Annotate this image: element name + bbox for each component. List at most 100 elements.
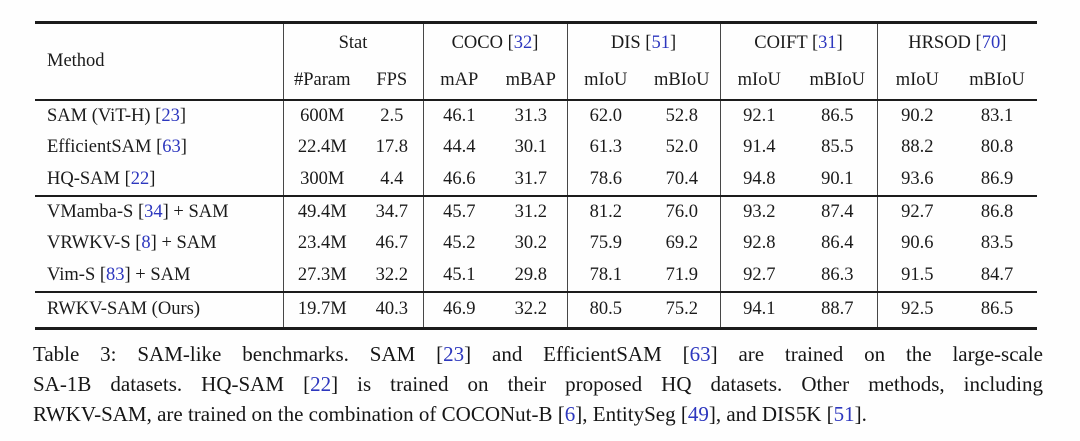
citation-link[interactable]: 31 bbox=[818, 32, 837, 53]
header-sub-row: #Param FPS mAP mBAP mIoU mBIoU mIoU mBIo… bbox=[35, 62, 1037, 100]
text-segment: COCO [ bbox=[451, 32, 514, 53]
text-segment: ] is trained on their proposed HQ datase… bbox=[331, 372, 1043, 396]
table-block-ours: RWKV-SAM (Ours) 19.7M 40.3 46.9 32.2 80.5 75.2… bbox=[35, 291, 1038, 329]
table-block-pretrained: SAM (ViT-H) [23] 600M 2.5 46.1 31.3 62.0 52.8 9… bbox=[35, 99, 1037, 196]
text-segment: HRSOD [ bbox=[908, 32, 982, 53]
value-cell: 94.8 bbox=[719, 163, 799, 196]
text-segment: ], EntitySeg [ bbox=[575, 402, 688, 426]
text-segment: SAM (ViT-H) [ bbox=[47, 105, 162, 126]
value-cell: 78.6 bbox=[566, 163, 645, 196]
text-segment: ] + SAM bbox=[124, 264, 191, 285]
value-cell: 94.1 bbox=[719, 291, 799, 329]
value-cell: 2.5 bbox=[380, 105, 404, 126]
value-cell: 22.4M bbox=[282, 131, 361, 164]
value-cell: 300M bbox=[282, 163, 361, 196]
text-segment: EfficientSAM [ bbox=[47, 137, 163, 157]
value-cell: 75.2 bbox=[665, 299, 698, 320]
value-cell: 86.4 bbox=[821, 233, 854, 253]
value-cell: 86.8 bbox=[980, 201, 1014, 222]
value-cell: 31.2 bbox=[514, 201, 547, 222]
value-cell: 78.1 bbox=[566, 259, 645, 292]
value-cell: 23.4M bbox=[282, 227, 361, 260]
value-cell: 90.6 bbox=[876, 227, 958, 260]
text-segment: ] bbox=[179, 105, 187, 126]
value-cell: 92.7 bbox=[719, 259, 799, 292]
table-row: Vim-S [83] + SAM 27.3M 32.2 45.1 29.8 78.1 71.… bbox=[35, 259, 1037, 292]
value-cell: 30.2 bbox=[514, 233, 547, 253]
citation-link[interactable]: 70 bbox=[981, 32, 1001, 53]
citation-link[interactable]: 22 bbox=[310, 372, 332, 396]
text-segment: ] bbox=[532, 32, 539, 53]
value-cell: 80.5 bbox=[566, 291, 645, 329]
text-segment: DIS [ bbox=[610, 32, 652, 53]
citation-link[interactable]: 8 bbox=[141, 233, 151, 253]
value-cell: 52.0 bbox=[665, 137, 698, 157]
text-segment: ]. bbox=[854, 402, 867, 426]
citation-link[interactable]: 63 bbox=[162, 137, 181, 157]
value-cell: 45.7 bbox=[422, 195, 495, 228]
table-row: VRWKV-S [8] + SAM 23.4M 46.7 45.2 30.2 75.9 69… bbox=[35, 227, 1037, 260]
citation-link[interactable]: 34 bbox=[144, 201, 163, 222]
citation-link[interactable]: 23 bbox=[161, 105, 180, 126]
value-cell: 46.7 bbox=[375, 233, 408, 253]
value-cell: 4.4 bbox=[380, 168, 404, 189]
caption-line-1: Table 3: SAM-like benchmarks. SAM [23] a… bbox=[33, 339, 1043, 369]
value-cell: 93.6 bbox=[876, 163, 958, 196]
citation-link[interactable]: 83 bbox=[106, 264, 125, 285]
column-header-miou-coift: mIoU bbox=[719, 62, 799, 100]
value-cell: 86.5 bbox=[980, 299, 1014, 320]
benchmark-table: Method Stat COCO [32] DIS [51] COIFT [31… bbox=[35, 21, 1038, 330]
citation-link[interactable]: 51 bbox=[833, 402, 855, 426]
value-cell: 92.7 bbox=[876, 195, 958, 228]
citation-link[interactable]: 51 bbox=[651, 32, 670, 53]
caption-line-3: RWKV-SAM, are trained on the combination… bbox=[33, 399, 1043, 429]
citation-link[interactable]: 6 bbox=[564, 402, 576, 426]
text-segment: ] + SAM bbox=[162, 201, 229, 222]
header-group-row: Method Stat COCO [32] DIS [51] COIFT [31… bbox=[35, 22, 1038, 71]
column-header-miou-dis: mIoU bbox=[566, 62, 645, 100]
value-cell: 86.3 bbox=[821, 264, 854, 285]
citation-link[interactable]: 23 bbox=[443, 342, 465, 366]
text-segment: HQ-SAM [ bbox=[47, 168, 131, 189]
citation-link[interactable]: 22 bbox=[130, 168, 150, 189]
table-row: EfficientSAM [63] 22.4M 17.8 44.4 30.1 61.3 52… bbox=[35, 131, 1037, 164]
value-cell: 30.1 bbox=[514, 137, 547, 157]
value-cell: 85.5 bbox=[821, 137, 854, 157]
text-segment: ] bbox=[669, 32, 677, 53]
table-header: Method Stat COCO [32] DIS [51] COIFT [31… bbox=[35, 22, 1038, 100]
text-segment: Stat bbox=[338, 32, 368, 53]
text-segment: ], and DIS5K [ bbox=[708, 402, 834, 426]
table-row: SAM (ViT-H) [23] 600M 2.5 46.1 31.3 62.0 52.8 9… bbox=[35, 99, 1037, 132]
value-cell: 92.8 bbox=[719, 227, 799, 260]
value-cell: 83.5 bbox=[980, 233, 1014, 253]
value-cell: 88.2 bbox=[876, 131, 958, 164]
column-header-method: Method bbox=[47, 50, 105, 71]
value-cell: 44.4 bbox=[422, 131, 495, 164]
method-cell: RWKV-SAM (Ours) bbox=[35, 292, 283, 329]
table-row: RWKV-SAM (Ours) 19.7M 40.3 46.9 32.2 80.5 75.2… bbox=[35, 291, 1037, 329]
citation-link[interactable]: 32 bbox=[513, 32, 533, 53]
column-group-hrsod: HRSOD [70] bbox=[876, 22, 1038, 63]
method-cell: HQ-SAM [22] bbox=[35, 164, 283, 196]
value-cell: 46.6 bbox=[422, 163, 495, 196]
column-group-stat: Stat bbox=[282, 22, 423, 63]
value-cell: 75.9 bbox=[566, 227, 645, 260]
value-cell: 49.4M bbox=[282, 195, 361, 228]
value-cell: 90.1 bbox=[821, 168, 854, 189]
value-cell: 90.2 bbox=[876, 99, 958, 132]
table-row: VMamba-S [34] + SAM 49.4M 34.7 45.7 31.2 81.2… bbox=[35, 195, 1037, 228]
text-segment: COIFT [ bbox=[754, 32, 819, 53]
citation-link[interactable]: 49 bbox=[687, 402, 709, 426]
value-cell: 31.3 bbox=[514, 105, 547, 126]
method-cell: EfficientSAM [63] bbox=[35, 132, 283, 164]
value-cell: 52.8 bbox=[665, 105, 698, 126]
column-header-mbiou-coift: mBIoU bbox=[809, 70, 866, 90]
value-cell: 31.7 bbox=[514, 168, 547, 189]
column-header-mbap: mBAP bbox=[505, 70, 556, 90]
method-cell: SAM (ViT-H) [23] bbox=[35, 100, 283, 132]
text-segment: SA-1B datasets. HQ-SAM [ bbox=[33, 372, 311, 396]
citation-link[interactable]: 63 bbox=[689, 342, 711, 366]
method-cell: VMamba-S [34] + SAM bbox=[35, 196, 283, 228]
value-cell: 81.2 bbox=[566, 195, 645, 228]
